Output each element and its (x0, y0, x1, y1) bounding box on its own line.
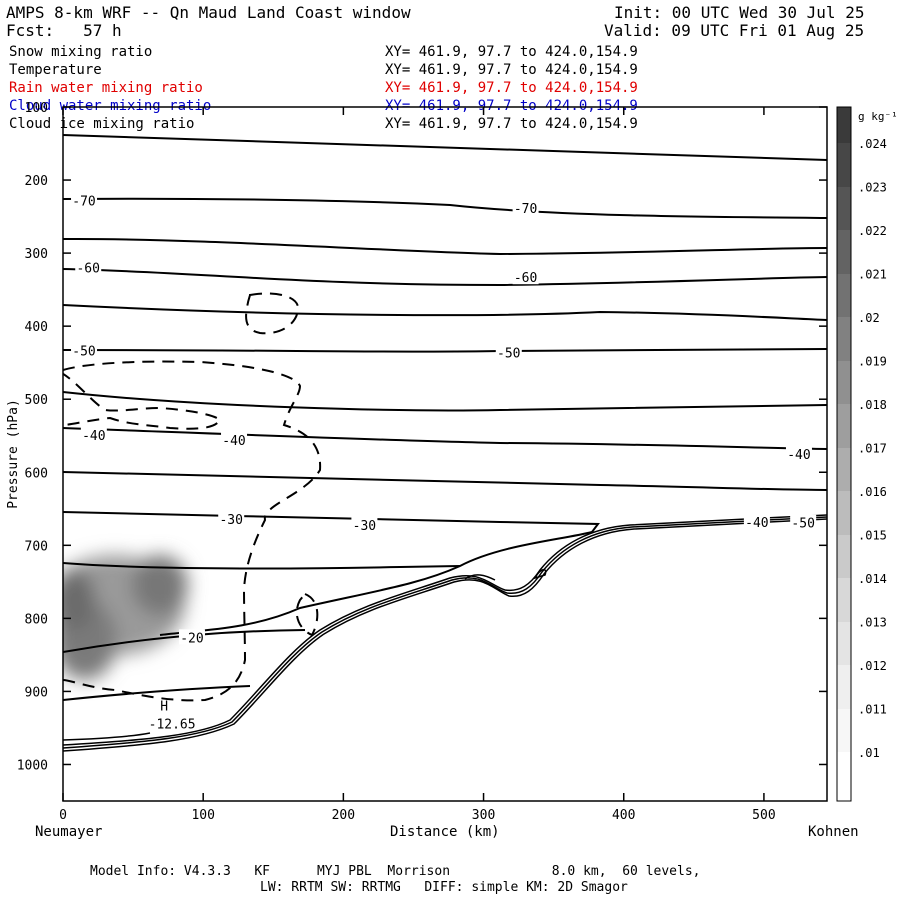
temperature-contour-label: -40 (222, 434, 245, 449)
y-tick-label: 600 (25, 466, 48, 481)
temperature-contour-label: -30 (219, 513, 242, 528)
x-tick-label: 300 (472, 808, 495, 823)
contour-label-bg (178, 629, 205, 645)
x-tick-label: 400 (612, 808, 635, 823)
temperature-contour-label: -50 (497, 346, 520, 361)
x-right-endpoint: Kohnen (808, 824, 859, 840)
contour-label-bg (218, 511, 245, 527)
snow-shading (63, 555, 188, 680)
field-xy-rain: XY= 461.9, 97.7 to 424.0,154.9 (385, 80, 638, 96)
y-tick-label: 800 (25, 612, 48, 627)
y-tick-label: 100 (25, 101, 48, 116)
valid-time: Valid: 09 UTC Fri 01 Aug 25 (604, 21, 865, 40)
contour-label-bg (785, 446, 812, 461)
field-name-temperature: Temperature (9, 62, 102, 78)
temperature-contour-label: -50 (72, 344, 95, 359)
colorbar-level-label: .02 (858, 311, 880, 325)
y-tick-label: 900 (25, 685, 48, 700)
temperature-contour-label: -40 (82, 429, 105, 444)
colorbar-level-label: .015 (858, 529, 887, 543)
temperature-contour-label: -70 (514, 202, 537, 217)
init-time: Init: 00 UTC Wed 30 Jul 25 (614, 3, 865, 22)
field-name-snow: Snow mixing ratio (9, 44, 153, 60)
contour-label-bg (71, 192, 98, 208)
colorbar-level-label: .016 (858, 485, 887, 499)
temperature-contour-label: -40 (787, 448, 810, 463)
field-xy-temperature: XY= 461.9, 97.7 to 424.0,154.9 (385, 62, 638, 78)
colorbar-level-label: .022 (858, 224, 887, 238)
y-tick-label: 400 (25, 320, 48, 335)
colorbar-level-label: .021 (858, 268, 887, 282)
y-axis-label: Pressure (hPa) (6, 399, 21, 509)
colorbar-level-label: .012 (858, 659, 887, 673)
x-tick-label: 200 (332, 808, 355, 823)
colorbar-level-label: .019 (858, 355, 887, 369)
plot-frame (62, 106, 828, 802)
contour-label-bg (221, 432, 248, 448)
colorbar-level-label: .01 (858, 746, 880, 760)
y-tick-label: 1000 (17, 758, 48, 773)
contour-label-bg (80, 427, 107, 443)
high-marker-value: -12.65 (149, 717, 196, 732)
x-tick-label: 0 (59, 808, 67, 823)
contour-label-bg (790, 514, 817, 530)
model-info-line1: Model Info: V4.3.3 KF MYJ PBL Morrison 8… (90, 864, 701, 879)
chart-title: AMPS 8-km WRF -- Qn Maud Land Coast wind… (6, 3, 411, 22)
contour-label-bg (71, 342, 98, 358)
contour-label-bg (512, 199, 539, 215)
temperature-contour-label: -20 (180, 631, 203, 646)
colorbar (836, 106, 852, 802)
contour-label-bg (512, 269, 539, 285)
colorbar-level-label: .013 (858, 616, 887, 630)
y-tick-label: 700 (25, 539, 48, 554)
temperature-contours (63, 134, 827, 701)
terrain-lines (63, 514, 827, 752)
x-axis-label: Distance (km) (390, 824, 500, 840)
high-marker: H (160, 699, 168, 714)
field-xy-snow: XY= 461.9, 97.7 to 424.0,154.9 (385, 44, 638, 60)
temperature-contour-label: -60 (514, 271, 537, 286)
temperature-contour-label: -40 (745, 516, 768, 531)
field-name-cloud-ice: Cloud ice mixing ratio (9, 116, 195, 132)
temperature-contour-label: -70 (72, 195, 95, 210)
temperature-contour-label: -50 (791, 517, 814, 532)
temperature-contour-label: -30 (353, 519, 376, 534)
colorbar-level-label: .018 (858, 398, 887, 412)
contour-label-bg (75, 259, 102, 275)
forecast-hour: Fcst: 57 h (6, 21, 122, 40)
colorbar-level-label: .023 (858, 181, 887, 195)
colorbar-level-label: .024 (858, 137, 887, 151)
field-xy-cloud-water: XY= 461.9, 97.7 to 424.0,154.9 (385, 98, 638, 114)
model-info-line2: LW: RRTM SW: RRTMG DIFF: simple KM: 2D S… (260, 880, 628, 895)
contour-label-bg (351, 516, 378, 532)
x-left-endpoint: Neumayer (35, 824, 103, 840)
field-name-rain: Rain water mixing ratio (9, 80, 203, 96)
colorbar-level-label: .017 (858, 442, 887, 456)
colorbar-unit: g kg⁻¹ (858, 110, 898, 123)
colorbar-level-label: .014 (858, 572, 887, 586)
y-tick-label: 200 (25, 174, 48, 189)
y-tick-label: 300 (25, 247, 48, 262)
contour-label-bg (743, 513, 770, 529)
y-tick-label: 500 (25, 393, 48, 408)
x-tick-label: 500 (752, 808, 775, 823)
contour-label-bg (495, 344, 522, 360)
temperature-contour-label: -60 (76, 262, 99, 277)
colorbar-level-label: .011 (858, 703, 887, 717)
field-xy-cloud-ice: XY= 461.9, 97.7 to 424.0,154.9 (385, 116, 638, 132)
x-tick-label: 100 (191, 808, 214, 823)
field-name-cloud-water: Cloud water mixing ratio (9, 98, 212, 114)
